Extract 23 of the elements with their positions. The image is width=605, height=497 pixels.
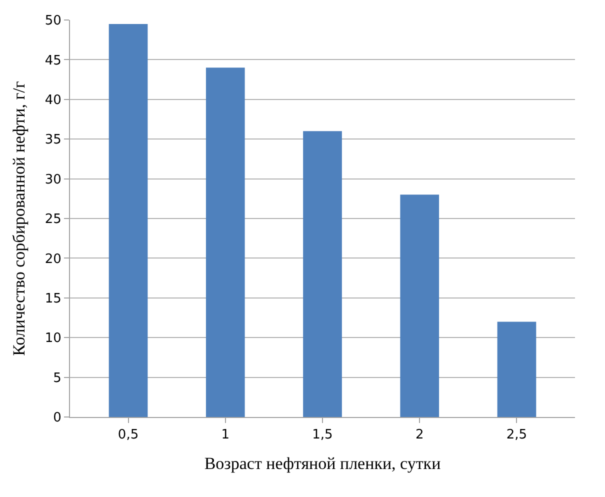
- y-tick-label: 20: [44, 252, 62, 267]
- y-tick-label: 35: [44, 132, 62, 148]
- bar: [400, 194, 440, 417]
- x-tick-label: 0,5: [118, 428, 139, 443]
- x-axis-title: Возраст нефтяной пленки, сутки: [204, 454, 441, 473]
- bar: [108, 24, 148, 417]
- y-tick-label: 30: [44, 172, 62, 188]
- x-tick-label: 1,5: [312, 428, 333, 443]
- y-tick-label: 10: [44, 331, 62, 346]
- bar: [206, 68, 245, 417]
- y-axis-title: Количество сорбированной нефти, г/г: [9, 81, 28, 356]
- y-tick-label: 25: [44, 212, 62, 228]
- y-tick-label: 45: [44, 53, 62, 68]
- bar: [497, 322, 536, 417]
- y-tick-label: 40: [44, 92, 62, 108]
- y-tick-label: 50: [44, 14, 62, 29]
- bar: [303, 131, 342, 417]
- x-tick-label: 2: [415, 428, 424, 443]
- y-tick-label: 5: [53, 370, 62, 386]
- x-tick-label: 2,5: [506, 428, 528, 443]
- y-tick-label: 0: [53, 410, 62, 426]
- x-tick-label: 1: [221, 428, 230, 443]
- y-tick-label: 15: [44, 291, 62, 306]
